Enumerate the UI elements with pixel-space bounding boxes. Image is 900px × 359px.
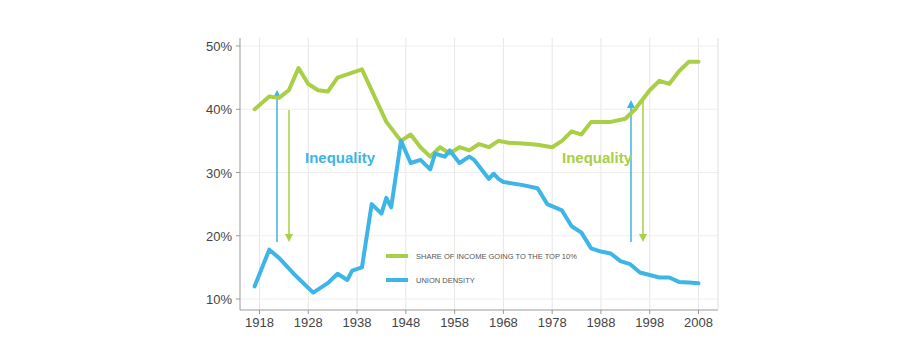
arrow — [639, 100, 647, 242]
x-tick-label: 1928 — [294, 315, 323, 330]
grid-line — [240, 299, 718, 300]
arrow — [285, 110, 293, 242]
x-tick-label: 1948 — [391, 315, 420, 330]
arrow-shaft — [642, 100, 644, 236]
grid-line — [698, 38, 699, 310]
grid-line — [649, 38, 650, 310]
tick-mark — [357, 310, 358, 314]
arrow-shaft — [276, 96, 278, 242]
grid-line — [308, 38, 309, 310]
x-tick-label: 1998 — [635, 315, 664, 330]
series-line — [255, 62, 699, 157]
grid-line — [503, 38, 504, 310]
y-tick-label: 30% — [206, 166, 232, 181]
x-tick-label: 2008 — [684, 315, 713, 330]
tick-mark — [552, 310, 553, 314]
tick-mark — [698, 310, 699, 314]
grid-line — [600, 38, 601, 310]
arrow-shaft — [288, 110, 290, 236]
plot-frame — [718, 38, 719, 310]
tick-mark — [454, 310, 455, 314]
tick-mark — [236, 172, 240, 173]
grid-line — [552, 38, 553, 310]
series-line — [255, 141, 699, 293]
tick-mark — [236, 46, 240, 47]
x-tick-label: 1968 — [489, 315, 518, 330]
arrow — [273, 90, 281, 242]
tick-mark — [259, 310, 260, 314]
legend-label: UNION DENSITY — [416, 276, 475, 285]
tick-mark — [649, 310, 650, 314]
arrow-shaft — [630, 106, 632, 242]
tick-mark — [600, 310, 601, 314]
x-tick-label: 1978 — [538, 315, 567, 330]
y-axis — [240, 38, 241, 310]
x-tick-label: 1918 — [245, 315, 274, 330]
annotation: Inequality — [305, 149, 376, 166]
annotation: Inequality — [562, 149, 633, 166]
grid-line — [454, 38, 455, 310]
tick-mark — [503, 310, 504, 314]
tick-mark — [405, 310, 406, 314]
y-tick-label: 50% — [206, 39, 232, 54]
legend-swatch — [386, 254, 408, 258]
tick-mark — [308, 310, 309, 314]
grid-line — [240, 172, 718, 173]
legend-swatch — [386, 278, 408, 282]
x-tick-label: 1988 — [586, 315, 615, 330]
chart: 1918 1928 1938 1948 1958 1968 1978 1988 1998 2008… — [0, 0, 900, 359]
arrow-head — [285, 234, 293, 242]
grid-line — [405, 38, 406, 310]
arrow — [627, 100, 635, 242]
arrow-head — [639, 234, 647, 242]
y-tick-label: 20% — [206, 229, 232, 244]
y-tick-label: 10% — [206, 292, 232, 307]
x-tick-label: 1938 — [343, 315, 372, 330]
tick-mark — [236, 109, 240, 110]
grid-line — [240, 46, 718, 47]
plot-lines — [255, 62, 699, 293]
x-axis — [240, 310, 718, 311]
tick-mark — [236, 299, 240, 300]
x-tick-label: 1958 — [440, 315, 469, 330]
arrow-head — [627, 100, 635, 108]
y-tick-label: 40% — [206, 102, 232, 117]
tick-mark — [236, 235, 240, 236]
legend-label: SHARE OF INCOME GOING TO THE TOP 10% — [416, 252, 577, 261]
grid-line — [240, 109, 718, 110]
